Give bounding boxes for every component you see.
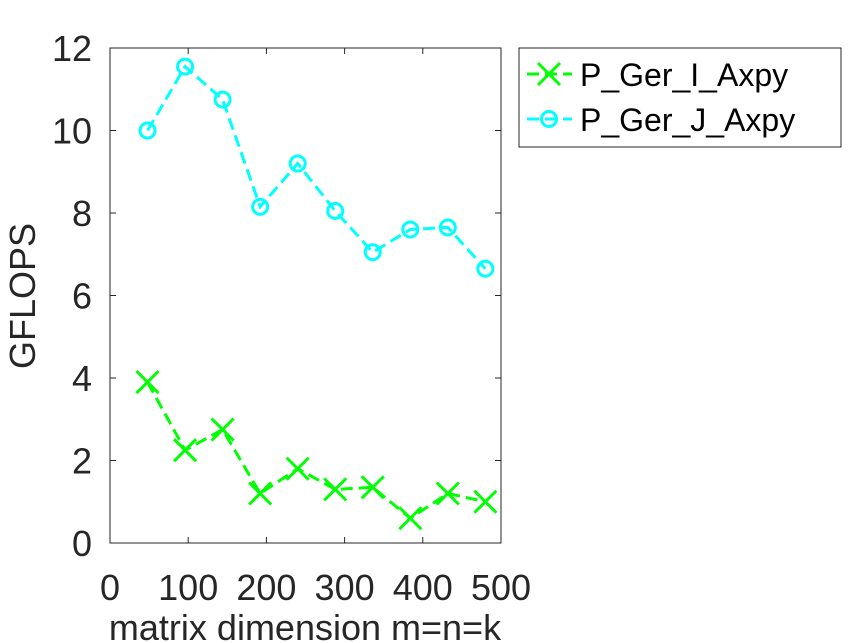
data-point (326, 201, 345, 220)
y-axis-ticks: 0 2 4 6 8 10 12 (52, 28, 501, 564)
y-axis-label: GFLOPS (2, 223, 43, 369)
legend-marker (536, 61, 562, 87)
y-tick-label: 2 (72, 441, 92, 482)
x-tick-label: 300 (315, 567, 375, 608)
legend-box (518, 47, 842, 148)
legend-entry: P_Ger_I_Axpy (527, 57, 788, 93)
legend-marker (540, 110, 558, 128)
data-point (398, 506, 423, 531)
data-point (210, 417, 235, 442)
data-point (248, 481, 273, 506)
data-point (173, 438, 198, 463)
series-layer (135, 57, 498, 531)
y-tick-label: 6 (72, 276, 92, 317)
x-tick-label: 500 (471, 567, 531, 608)
y-tick-label: 4 (72, 358, 92, 399)
plot-area (109, 47, 502, 544)
plot-frame (109, 47, 502, 544)
x-axis-ticks: 0 100 200 300 400 500 (100, 48, 531, 608)
legend-entry: P_Ger_J_Axpy (527, 102, 795, 138)
data-point (138, 121, 157, 140)
series-line (146, 64, 487, 270)
data-point (288, 154, 307, 173)
series-line (146, 381, 486, 521)
legend-label: P_Ger_J_Axpy (580, 102, 795, 138)
data-point (401, 220, 420, 239)
data-point (176, 57, 195, 76)
data-point (285, 456, 310, 481)
y-tick-label: 10 (52, 111, 92, 152)
y-tick-label: 0 (72, 523, 92, 564)
data-point (473, 489, 498, 514)
x-tick-label: 400 (393, 567, 453, 608)
data-point (476, 259, 495, 278)
series-p-ger-j-axpy (138, 57, 495, 278)
y-tick-label: 12 (52, 28, 92, 69)
x-tick-label: 0 (100, 567, 120, 608)
legend: P_Ger_I_Axpy P_Ger_J_Axpy (518, 47, 842, 148)
x-tick-label: 200 (236, 567, 296, 608)
data-point (363, 243, 382, 262)
series-p-ger-i-axpy (135, 370, 498, 531)
data-point (323, 477, 348, 502)
x-tick-label: 100 (158, 567, 218, 608)
data-point (213, 90, 232, 109)
x-axis-label: matrix dimension m=n=k (109, 607, 502, 643)
data-point (135, 370, 160, 395)
data-point (251, 197, 270, 216)
data-point (438, 218, 457, 237)
data-point (360, 475, 385, 500)
legend-label: P_Ger_I_Axpy (580, 57, 788, 93)
y-tick-label: 8 (72, 193, 92, 234)
data-point (435, 481, 460, 506)
